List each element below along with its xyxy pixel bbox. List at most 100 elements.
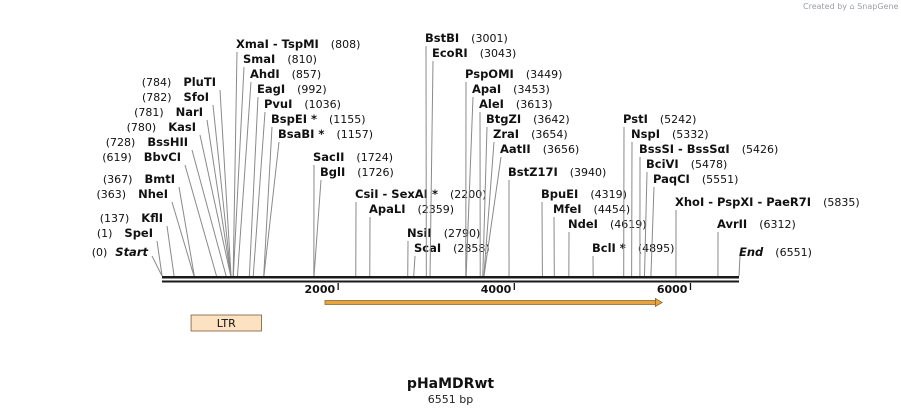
site-position: (2858) [453,242,490,255]
scale-tick-label: 4000 [481,283,512,296]
site-paqci[interactable]: PaqCI (5551) [650,172,739,277]
site-ecori[interactable]: EcoRI (3043) [429,46,516,277]
site-csii[interactable]: CsiI - SexAI * (2200) [355,187,487,277]
site-position: (4619) [610,218,647,231]
site-btgzi[interactable]: BtgZI (3642) [482,112,570,277]
site-position: (3001) [471,32,508,45]
site-bsshii[interactable]: BssHII (728) [106,135,227,277]
site-bstz17i[interactable]: BstZ17I (3940) [508,165,607,277]
site-connector-line [184,164,218,277]
site-name: AvrII [717,217,747,231]
site-position: (5835) [823,196,860,209]
site-position: (784) [142,76,172,89]
site-name: XhoI - PspXI - PaeR7I [675,195,811,209]
site-bmti[interactable]: BmtI (367) [103,172,195,277]
site-position: (5332) [672,128,709,141]
site-bstbi[interactable]: BstBI (3001) [425,31,508,277]
site-bspei[interactable]: BspEI * (1155) [263,112,366,277]
site-psti[interactable]: PstI (5242) [623,112,696,277]
site-bcli[interactable]: BclI * (4895) [592,241,674,277]
site-name: BstZ17I [508,165,558,179]
site-scai[interactable]: ScaI (2858) [413,241,490,277]
site-sfoi[interactable]: SfoI (782) [142,90,232,277]
site-position: (3654) [531,128,568,141]
site-connector-line [156,240,163,277]
site-name: BpuEI [541,187,578,201]
site-connector-line [166,225,175,277]
site-position: (857) [292,68,322,81]
site-position: (3656) [543,143,580,156]
site-bgli[interactable]: BglI (1726) [313,165,394,277]
site-bsssi[interactable]: BssSI - BssSαI (5426) [639,142,778,277]
site-name: PspOMI [465,67,514,81]
site-position: (1726) [357,166,394,179]
site-name: SacII [313,150,344,164]
site-nhei[interactable]: NheI (363) [97,187,195,277]
site-name: CsiI - SexAI * [355,187,438,201]
site-position: (1036) [304,98,341,111]
end-name: End [739,245,764,259]
site-kasi[interactable]: KasI (780) [127,120,232,277]
site-spei[interactable]: SpeI (1) [97,226,163,277]
site-zrai[interactable]: ZraI (3654) [483,127,568,277]
feature-ltr[interactable]: LTR [190,314,262,332]
site-position: (3613) [516,98,553,111]
site-name: AleI [479,97,504,111]
site-smai[interactable]: SmaI (810) [232,52,317,277]
site-pluti[interactable]: PluTI (784) [142,75,232,277]
site-connector-line [465,96,474,277]
site-pspomi[interactable]: PspOMI (3449) [465,67,562,277]
credit-text: Created by [803,2,848,11]
site-alei[interactable]: AleI (3613) [479,97,553,277]
site-name: PstI [623,112,648,126]
site-position: (367) [103,173,133,186]
site-position: (5551) [702,173,739,186]
site-connector-line [263,126,273,277]
site-position: (619) [102,151,132,164]
credit-brand: SnapGene [857,2,899,11]
site-apai[interactable]: ApaI (3453) [465,82,550,277]
site-name: BsaBI * [278,127,324,141]
site-bsabi[interactable]: BsaBI * (1157) [263,127,373,277]
site-nari[interactable]: NarI (781) [134,105,232,277]
site-xmai[interactable]: XmaI - TspMI (808) [232,37,360,277]
feature-arrow-body [324,300,657,305]
site-ndei[interactable]: NdeI (4619) [568,217,647,277]
site-nspi[interactable]: NspI (5332) [631,127,709,277]
site-avrii[interactable]: AvrII (6312) [717,217,796,277]
site-name: EcoRI [432,46,468,60]
site-name: AhdI [250,67,280,81]
site-position: (4319) [590,188,627,201]
site-name: BbvCI [144,150,181,164]
site-sacii[interactable]: SacII (1724) [313,150,393,277]
site-position: (3642) [533,113,570,126]
site-connector-line [248,96,259,277]
site-connector-line [178,186,195,277]
site-position: (363) [97,188,127,201]
site-name: BglI [320,165,345,179]
site-eagi[interactable]: EagI (992) [248,82,327,277]
site-nsii[interactable]: NsiI (2790) [407,226,480,277]
start-position: (0) [92,246,108,259]
backbone-bottom-strand [162,280,739,283]
site-bbvci[interactable]: BbvCI (619) [102,150,218,277]
site-mfei[interactable]: MfeI (4454) [553,202,630,277]
site-connector-line [212,104,232,277]
site-connector-line [313,179,322,277]
site-aatii[interactable]: AatII (3656) [483,142,580,277]
site-ahdi[interactable]: AhdI (857) [236,67,322,277]
site-kfli[interactable]: KflI (137) [100,211,175,277]
site-connector-line [483,141,495,277]
site-position: (3940) [570,166,607,179]
site-xhoi[interactable]: XhoI - PspXI - PaeR7I (5835) [675,195,860,277]
site-name: NdeI [568,217,598,231]
site-connector-line [483,156,502,277]
site-name: PaqCI [653,172,690,186]
site-bpuei[interactable]: BpuEI (4319) [541,187,627,277]
site-bcivi[interactable]: BciVI (5478) [643,157,727,277]
feature-arrow[interactable] [324,297,663,308]
site-pvui[interactable]: PvuI (1036) [252,97,341,277]
site-position: (6312) [759,218,796,231]
site-connector-line [413,255,416,277]
